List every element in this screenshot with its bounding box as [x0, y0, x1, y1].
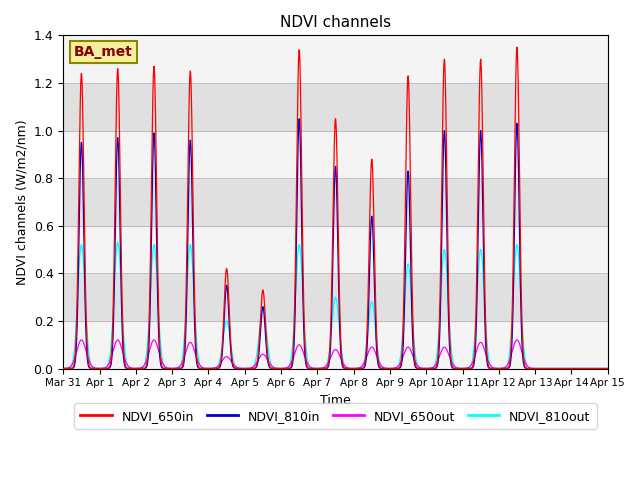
Bar — [63, 83, 608, 131]
Title: NDVI channels: NDVI channels — [280, 15, 391, 30]
Y-axis label: NDVI channels (W/m2/nm): NDVI channels (W/m2/nm) — [15, 119, 28, 285]
Legend: NDVI_650in, NDVI_810in, NDVI_650out, NDVI_810out: NDVI_650in, NDVI_810in, NDVI_650out, NDV… — [74, 403, 596, 429]
Text: BA_met: BA_met — [74, 45, 133, 60]
Bar — [63, 321, 608, 369]
Bar — [63, 36, 608, 83]
X-axis label: Time: Time — [320, 394, 351, 407]
Bar — [63, 273, 608, 321]
Bar — [63, 178, 608, 226]
Bar — [63, 226, 608, 273]
Bar — [63, 131, 608, 178]
